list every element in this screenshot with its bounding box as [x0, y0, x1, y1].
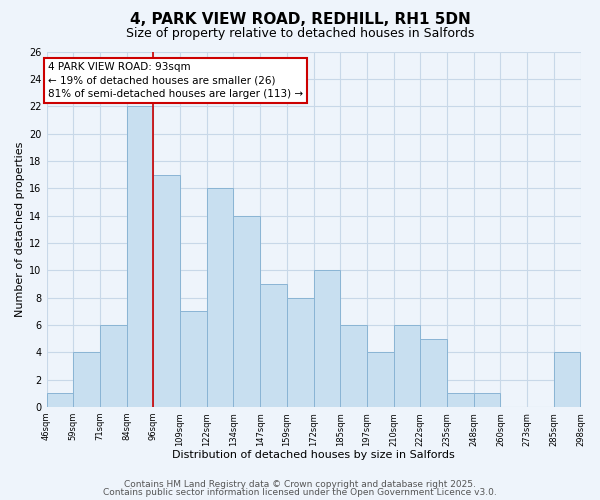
X-axis label: Distribution of detached houses by size in Salfords: Distribution of detached houses by size …	[172, 450, 455, 460]
Bar	[73, 352, 100, 407]
Bar	[367, 352, 394, 407]
Bar	[287, 298, 314, 407]
Bar	[207, 188, 233, 407]
Bar	[127, 106, 154, 407]
Bar	[47, 394, 73, 407]
Y-axis label: Number of detached properties: Number of detached properties	[15, 142, 25, 317]
Bar	[233, 216, 260, 407]
Bar	[447, 394, 474, 407]
Bar	[394, 325, 421, 407]
Text: 4 PARK VIEW ROAD: 93sqm
← 19% of detached houses are smaller (26)
81% of semi-de: 4 PARK VIEW ROAD: 93sqm ← 19% of detache…	[48, 62, 303, 99]
Bar	[100, 325, 127, 407]
Text: Size of property relative to detached houses in Salfords: Size of property relative to detached ho…	[126, 28, 474, 40]
Bar	[474, 394, 500, 407]
Bar	[421, 338, 447, 407]
Bar	[314, 270, 340, 407]
Bar	[154, 174, 180, 407]
Text: Contains HM Land Registry data © Crown copyright and database right 2025.: Contains HM Land Registry data © Crown c…	[124, 480, 476, 489]
Text: Contains public sector information licensed under the Open Government Licence v3: Contains public sector information licen…	[103, 488, 497, 497]
Bar	[554, 352, 580, 407]
Bar	[340, 325, 367, 407]
Text: 4, PARK VIEW ROAD, REDHILL, RH1 5DN: 4, PARK VIEW ROAD, REDHILL, RH1 5DN	[130, 12, 470, 28]
Bar	[260, 284, 287, 407]
Bar	[180, 312, 207, 407]
